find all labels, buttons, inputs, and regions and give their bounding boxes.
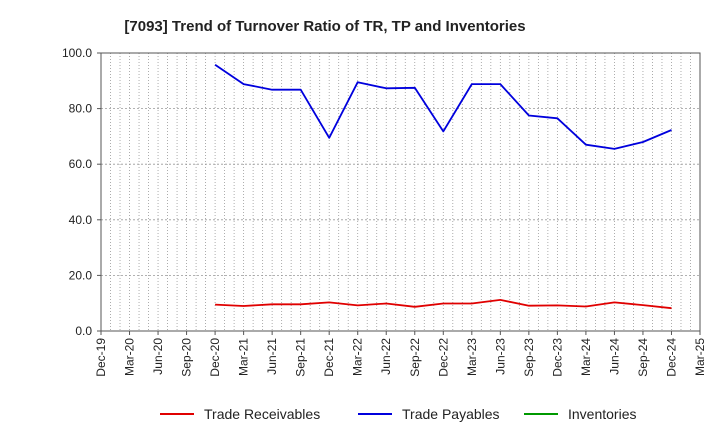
x-tick-label: Mar-24: [579, 338, 593, 376]
x-tick-label: Sep-21: [294, 338, 308, 377]
series-line-trade-payables: [214, 63, 672, 150]
series-lines: [214, 63, 672, 310]
x-tick-label: Sep-23: [522, 338, 536, 377]
x-tick-label: Jun-24: [607, 338, 621, 375]
y-tick-label: 100.0: [62, 46, 92, 60]
x-tick-label: Jun-21: [265, 338, 279, 375]
y-tick-label: 60.0: [69, 157, 93, 171]
legend: Trade Receivables Trade Payables Inventori…: [160, 406, 636, 422]
plot-area-frame: [100, 52, 701, 332]
x-tick-label: Sep-24: [636, 338, 650, 377]
chart-title: [7093] Trend of Turnover Ratio of TR, TP…: [124, 18, 525, 35]
x-tick-label: Dec-21: [322, 338, 336, 377]
legend-label: Inventories: [568, 406, 636, 422]
legend-item-trade-receivables: Trade Receivables: [160, 406, 320, 422]
legend-label: Trade Receivables: [204, 406, 320, 422]
legend-item-trade-payables: Trade Payables: [358, 406, 500, 422]
x-tick-label: Mar-21: [237, 338, 251, 376]
y-axis: 0.0 20.0 40.0 60.0 80.0 100.0: [62, 46, 101, 338]
x-tick-label: Dec-24: [664, 338, 678, 377]
x-tick-label: Dec-19: [94, 338, 108, 377]
x-tick-label: Mar-20: [123, 338, 137, 376]
legend-item-inventories: Inventories: [524, 406, 636, 422]
x-tick-label: Mar-25: [693, 338, 707, 376]
x-tick-label: Jun-23: [493, 338, 507, 375]
x-axis: Dec-19 Mar-20 Jun-20 Sep-20 Dec-20 Mar-21 Jun-…: [94, 331, 707, 377]
y-tick-label: 0.0: [75, 324, 92, 338]
x-tick-label: Mar-23: [465, 338, 479, 376]
x-tick-label: Dec-22: [436, 338, 450, 377]
x-tick-label: Dec-23: [550, 338, 564, 377]
y-tick-label: 80.0: [69, 102, 93, 116]
x-tick-label: Dec-20: [208, 338, 222, 377]
x-tick-label: Jun-20: [151, 338, 165, 375]
series-line-trade-receivables: [215, 298, 672, 310]
legend-label: Trade Payables: [402, 406, 500, 422]
grid: [101, 53, 700, 331]
x-tick-label: Sep-22: [408, 338, 422, 377]
y-tick-label: 40.0: [69, 213, 93, 227]
y-tick-label: 20.0: [69, 268, 93, 282]
x-tick-label: Jun-22: [379, 338, 393, 375]
x-tick-label: Sep-20: [180, 338, 194, 377]
x-tick-label: Mar-22: [351, 338, 365, 376]
